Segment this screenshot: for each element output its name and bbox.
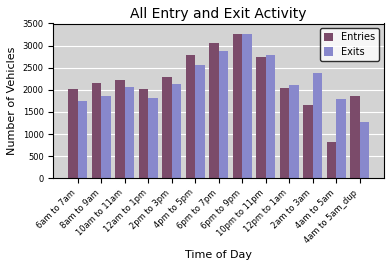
Y-axis label: Number of Vehicles: Number of Vehicles	[7, 47, 17, 155]
Bar	[115, 80, 125, 178]
Bar	[139, 89, 148, 178]
Bar	[233, 34, 242, 178]
Bar	[172, 84, 181, 178]
Bar	[209, 44, 219, 178]
Bar	[303, 105, 313, 178]
Bar	[350, 96, 360, 178]
Bar	[92, 83, 101, 178]
Bar	[78, 101, 87, 178]
Bar	[360, 122, 369, 178]
Title: All Entry and Exit Activity: All Entry and Exit Activity	[131, 7, 307, 21]
Bar	[289, 85, 299, 178]
Bar	[265, 55, 275, 178]
Bar	[68, 89, 78, 178]
Bar	[186, 55, 195, 178]
Bar	[125, 87, 134, 178]
X-axis label: Time of Day: Time of Day	[185, 250, 252, 260]
Legend: Entries, Exits: Entries, Exits	[320, 28, 379, 61]
Bar	[242, 34, 251, 178]
Bar	[219, 51, 228, 178]
Bar	[101, 96, 111, 178]
Bar	[280, 88, 289, 178]
Bar	[162, 77, 172, 178]
Bar	[313, 73, 322, 178]
Bar	[148, 98, 158, 178]
Bar	[336, 99, 346, 178]
Bar	[256, 57, 265, 178]
Bar	[195, 65, 204, 178]
Bar	[327, 142, 336, 178]
